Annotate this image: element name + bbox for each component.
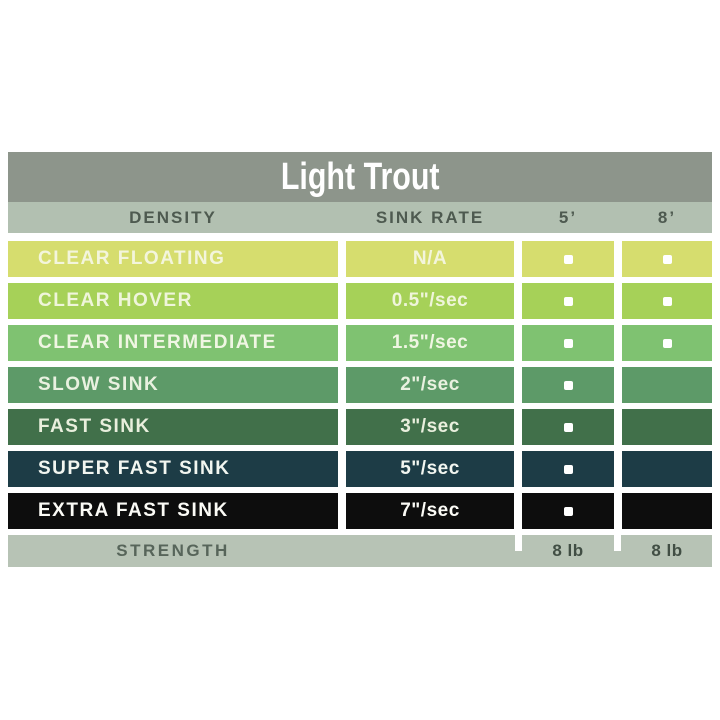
column-gap bbox=[514, 451, 522, 487]
sink-rate-value: 7"/sec bbox=[400, 500, 460, 521]
availability-square-icon bbox=[662, 296, 672, 306]
sink-rate-value: 1.5"/sec bbox=[391, 332, 469, 353]
availability-square-icon bbox=[563, 464, 573, 474]
column-gap bbox=[614, 241, 622, 277]
table-rows: CLEAR FLOATING N/A CLEAR HOVER 0.5"/sec bbox=[8, 241, 712, 529]
size-8ft-cell bbox=[622, 325, 712, 361]
density-label: SLOW SINK bbox=[38, 374, 160, 395]
table-row: FAST SINK 3"/sec bbox=[8, 409, 712, 445]
sink-rate-cell: N/A bbox=[346, 241, 514, 277]
density-cell: EXTRA FAST SINK bbox=[8, 493, 338, 529]
size-5ft-cell bbox=[522, 451, 614, 487]
table-row: SLOW SINK 2"/sec bbox=[8, 367, 712, 403]
column-gap bbox=[514, 283, 522, 319]
column-divider-tick bbox=[614, 535, 621, 551]
table-row: CLEAR HOVER 0.5"/sec bbox=[8, 283, 712, 319]
size-8ft-cell bbox=[622, 241, 712, 277]
density-cell: CLEAR HOVER bbox=[8, 283, 338, 319]
light-trout-spec-table: Light Trout DENSITY SINK RATE 5’ 8’ CLEA… bbox=[8, 152, 712, 567]
sink-rate-value: N/A bbox=[412, 248, 448, 269]
sink-rate-cell: 7"/sec bbox=[346, 493, 514, 529]
column-header-sink-rate: SINK RATE bbox=[375, 207, 485, 227]
size-8ft-cell bbox=[622, 409, 712, 445]
size-5ft-cell bbox=[522, 283, 614, 319]
density-cell: FAST SINK bbox=[8, 409, 338, 445]
size-8ft-cell bbox=[622, 493, 712, 529]
column-gap bbox=[338, 367, 346, 403]
column-gap bbox=[614, 283, 622, 319]
density-cell: CLEAR INTERMEDIATE bbox=[8, 325, 338, 361]
size-8ft-cell bbox=[622, 451, 712, 487]
column-gap bbox=[514, 325, 522, 361]
size-5ft-cell bbox=[522, 241, 614, 277]
table-row: CLEAR INTERMEDIATE 1.5"/sec bbox=[8, 325, 712, 361]
sink-rate-value: 2"/sec bbox=[400, 374, 460, 395]
density-label: SUPER FAST SINK bbox=[38, 458, 231, 479]
density-cell: SLOW SINK bbox=[8, 367, 338, 403]
column-gap bbox=[338, 493, 346, 529]
column-gap bbox=[338, 451, 346, 487]
table-title-band: Light Trout bbox=[8, 152, 712, 202]
density-label: EXTRA FAST SINK bbox=[38, 500, 229, 521]
availability-square-icon bbox=[662, 254, 672, 264]
size-5ft-cell bbox=[522, 325, 614, 361]
density-label: CLEAR INTERMEDIATE bbox=[38, 332, 277, 353]
availability-square-icon bbox=[563, 506, 573, 516]
strength-label: STRENGTH bbox=[116, 541, 230, 560]
table-row: SUPER FAST SINK 5"/sec bbox=[8, 451, 712, 487]
size-8ft-cell bbox=[622, 367, 712, 403]
column-gap bbox=[614, 409, 622, 445]
sink-rate-cell: 3"/sec bbox=[346, 409, 514, 445]
density-cell: SUPER FAST SINK bbox=[8, 451, 338, 487]
column-gap bbox=[614, 325, 622, 361]
sink-rate-value: 5"/sec bbox=[400, 458, 460, 479]
sink-rate-value: 0.5"/sec bbox=[391, 290, 469, 311]
sink-rate-cell: 2"/sec bbox=[346, 367, 514, 403]
density-cell: CLEAR FLOATING bbox=[8, 241, 338, 277]
strength-5ft-value: 8 lb bbox=[552, 541, 584, 560]
sink-rate-cell: 1.5"/sec bbox=[346, 325, 514, 361]
column-gap bbox=[614, 451, 622, 487]
sink-rate-cell: 0.5"/sec bbox=[346, 283, 514, 319]
availability-square-icon bbox=[563, 254, 573, 264]
density-label: FAST SINK bbox=[38, 416, 151, 437]
availability-square-icon bbox=[563, 296, 573, 306]
density-label: CLEAR FLOATING bbox=[38, 248, 226, 269]
column-divider-tick bbox=[515, 535, 522, 551]
column-gap bbox=[338, 409, 346, 445]
column-gap bbox=[338, 283, 346, 319]
column-gap bbox=[514, 367, 522, 403]
size-8ft-cell bbox=[622, 283, 712, 319]
column-gap bbox=[514, 409, 522, 445]
table-row: EXTRA FAST SINK 7"/sec bbox=[8, 493, 712, 529]
density-label: CLEAR HOVER bbox=[38, 290, 193, 311]
column-header-row: DENSITY SINK RATE 5’ 8’ bbox=[8, 202, 712, 233]
column-gap bbox=[514, 241, 522, 277]
size-5ft-cell bbox=[522, 493, 614, 529]
column-header-8ft: 8’ bbox=[657, 207, 677, 227]
column-gap bbox=[338, 241, 346, 277]
availability-square-icon bbox=[563, 422, 573, 432]
column-header-density: DENSITY bbox=[129, 207, 217, 227]
column-header-5ft: 5’ bbox=[558, 207, 578, 227]
column-gap bbox=[614, 367, 622, 403]
size-5ft-cell bbox=[522, 367, 614, 403]
column-gap bbox=[514, 493, 522, 529]
strength-8ft-value: 8 lb bbox=[651, 541, 683, 560]
availability-square-icon bbox=[563, 338, 573, 348]
strength-footer-row: STRENGTH 8 lb 8 lb bbox=[8, 535, 712, 567]
table-row: CLEAR FLOATING N/A bbox=[8, 241, 712, 277]
column-gap bbox=[614, 493, 622, 529]
table-title: Light Trout bbox=[280, 155, 440, 198]
sink-rate-cell: 5"/sec bbox=[346, 451, 514, 487]
availability-square-icon bbox=[662, 338, 672, 348]
availability-square-icon bbox=[563, 380, 573, 390]
size-5ft-cell bbox=[522, 409, 614, 445]
sink-rate-value: 3"/sec bbox=[400, 416, 460, 437]
column-gap bbox=[338, 325, 346, 361]
